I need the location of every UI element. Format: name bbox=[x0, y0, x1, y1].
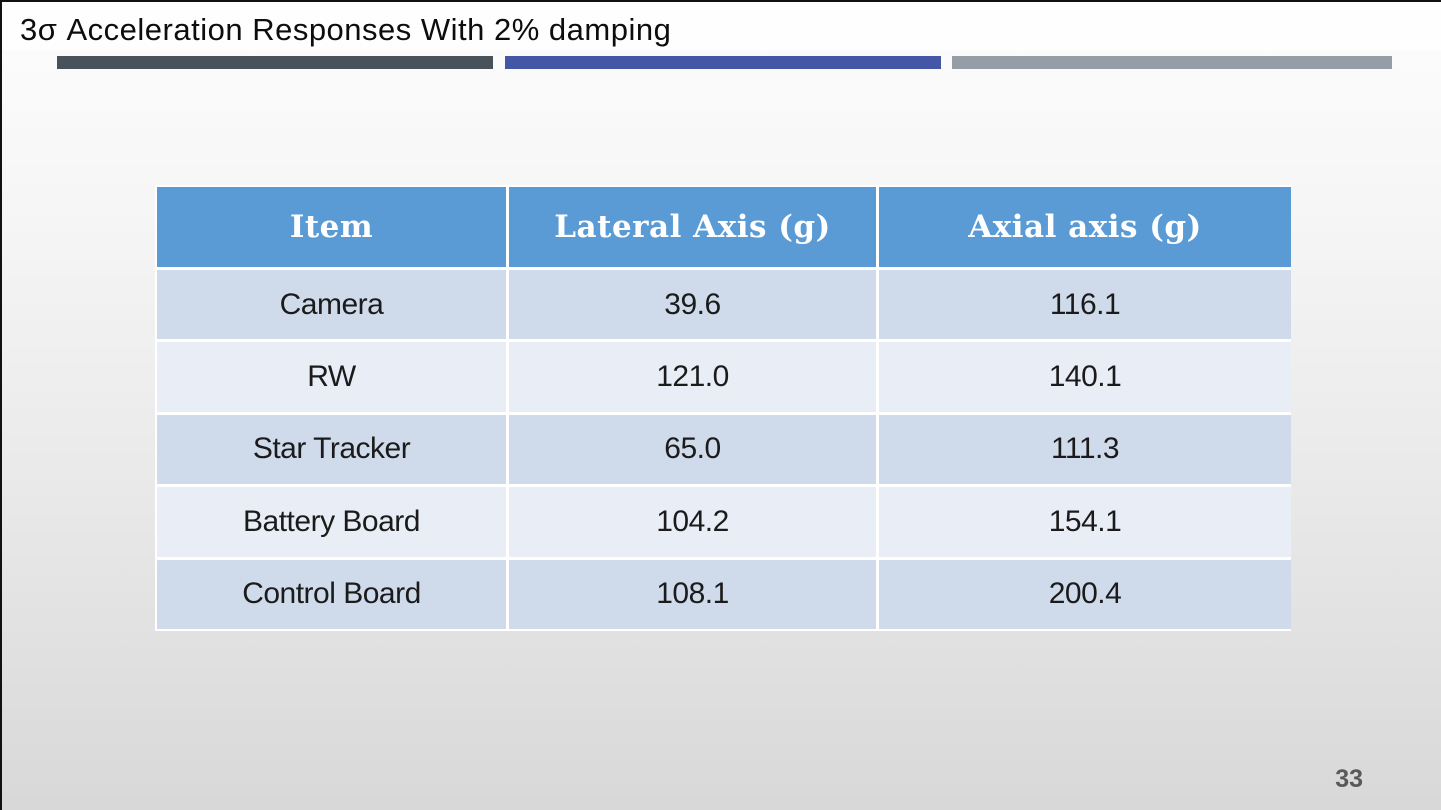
table-cell-axial: 200.4 bbox=[879, 559, 1291, 629]
table-cell-lateral: 39.6 bbox=[509, 270, 876, 340]
table-cell-item: Control Board bbox=[157, 559, 506, 629]
table-cell-axial: 154.1 bbox=[879, 487, 1291, 557]
column-header-item: Item bbox=[157, 187, 506, 267]
title-zone bbox=[2, 2, 1441, 50]
table-cell-axial: 111.3 bbox=[879, 414, 1291, 485]
slide-title: 3σ Acceleration Responses With 2% dampin… bbox=[20, 12, 672, 47]
table-cell-item: Star Tracker bbox=[157, 414, 506, 485]
table-cell-lateral: 121.0 bbox=[509, 342, 876, 412]
acceleration-response-table: Item Lateral Axis (g) Axial axis (g) Cam… bbox=[155, 185, 1291, 631]
table-cell-axial: 116.1 bbox=[879, 270, 1291, 340]
table-cell-lateral: 65.0 bbox=[509, 414, 876, 485]
table-cell-axial: 140.1 bbox=[879, 342, 1291, 412]
accent-bar-blue bbox=[505, 56, 941, 69]
accent-bar-gray bbox=[952, 56, 1392, 69]
column-header-lateral-axis: Lateral Axis (g) bbox=[509, 187, 876, 267]
column-header-axial-axis: Axial axis (g) bbox=[879, 187, 1291, 267]
table-cell-lateral: 108.1 bbox=[509, 559, 876, 629]
table-cell-item: RW bbox=[157, 342, 506, 412]
page-number: 33 bbox=[1335, 765, 1363, 793]
table-cell-item: Battery Board bbox=[157, 487, 506, 557]
table-cell-lateral: 104.2 bbox=[509, 487, 876, 557]
table-cell-item: Camera bbox=[157, 270, 506, 340]
accent-bar-dark bbox=[57, 56, 493, 69]
